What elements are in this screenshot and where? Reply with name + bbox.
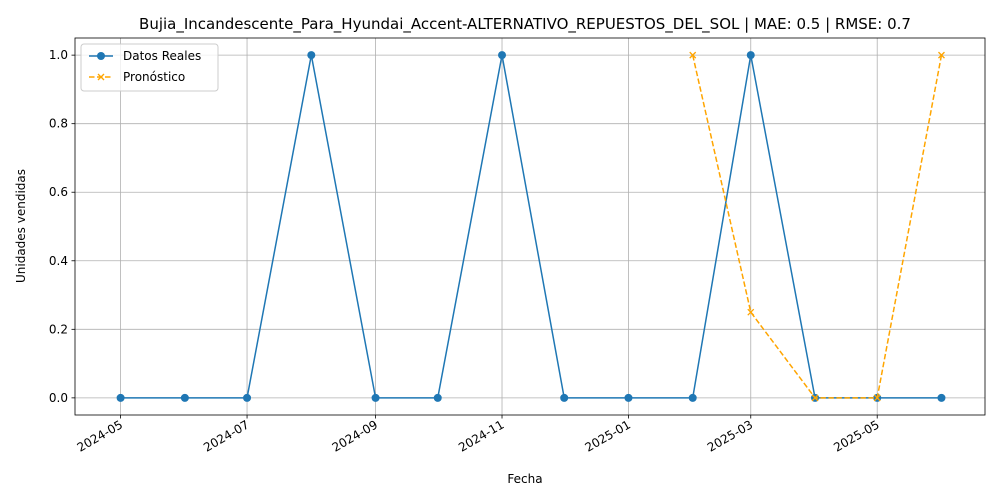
legend: Datos Reales Pronóstico (80, 43, 219, 92)
plot-frame (74, 37, 986, 416)
data-point (180, 393, 189, 402)
x-tick-label: 2024-05 (75, 417, 125, 454)
data-point (873, 394, 881, 402)
legend-entry: Datos Reales (89, 49, 201, 63)
data-point (688, 393, 697, 402)
x-tick-label: 2024-11 (456, 417, 506, 454)
marker-stroke (873, 394, 881, 402)
y-tick-label: 1.0 (49, 48, 68, 62)
marker-stroke (689, 51, 697, 59)
grid (75, 38, 985, 415)
data-point (371, 393, 380, 402)
y-tick-label: 0.0 (49, 391, 68, 405)
data-point (243, 393, 252, 402)
x-tick-label: 2024-07 (201, 417, 251, 454)
y-axis-label: Unidades vendidas (14, 169, 28, 283)
data-point (560, 393, 569, 402)
legend-marker (97, 73, 105, 81)
data-point (498, 51, 507, 60)
x-tick-label: 2025-03 (705, 417, 755, 454)
legend-box (80, 43, 219, 92)
x-tick-label: 2025-01 (583, 417, 633, 454)
y-tick-label: 0.2 (49, 322, 68, 336)
marker-stroke (747, 308, 755, 316)
data-point (938, 51, 945, 59)
data-point (937, 393, 946, 402)
y-tick-label: 0.4 (49, 254, 68, 268)
legend-label: Datos Reales (123, 49, 201, 63)
legend-label: Pronóstico (123, 70, 185, 84)
chart-title: Bujia_Incandescente_Para_Hyundai_Accent-… (139, 15, 911, 34)
x-axis-label: Fecha (507, 472, 542, 486)
legend-entry: Pronóstico (89, 70, 185, 84)
legend-marker (97, 52, 105, 60)
data-point (746, 51, 755, 60)
marker-stroke (811, 394, 819, 402)
data-point (747, 308, 755, 316)
y-tick-label: 0.8 (49, 117, 68, 131)
y-tick-label: 0.6 (49, 185, 68, 199)
data-point (811, 394, 819, 402)
x-tick-label: 2025-05 (831, 417, 881, 454)
x-tick-label: 2024-09 (330, 417, 380, 454)
series-layer (116, 51, 946, 402)
data-point (689, 51, 697, 59)
data-point (116, 393, 125, 402)
marker-stroke (938, 51, 945, 59)
data-point (307, 51, 316, 60)
data-point (624, 393, 633, 402)
series-line-1 (691, 54, 943, 399)
data-point (433, 393, 442, 402)
series-line-0 (120, 54, 942, 399)
